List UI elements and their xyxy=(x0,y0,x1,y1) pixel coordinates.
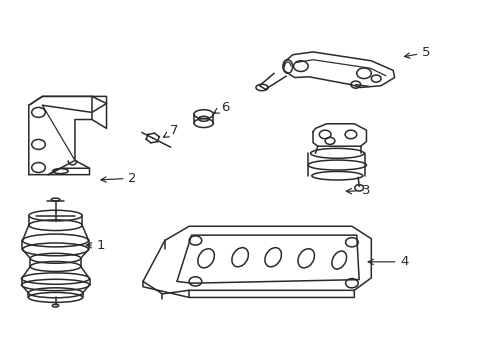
Text: 7: 7 xyxy=(164,125,178,138)
Text: 6: 6 xyxy=(214,100,229,113)
Text: 5: 5 xyxy=(405,46,431,59)
Text: 2: 2 xyxy=(101,172,137,185)
Text: 3: 3 xyxy=(346,184,370,197)
Text: 1: 1 xyxy=(86,239,105,252)
Text: 4: 4 xyxy=(368,255,409,268)
